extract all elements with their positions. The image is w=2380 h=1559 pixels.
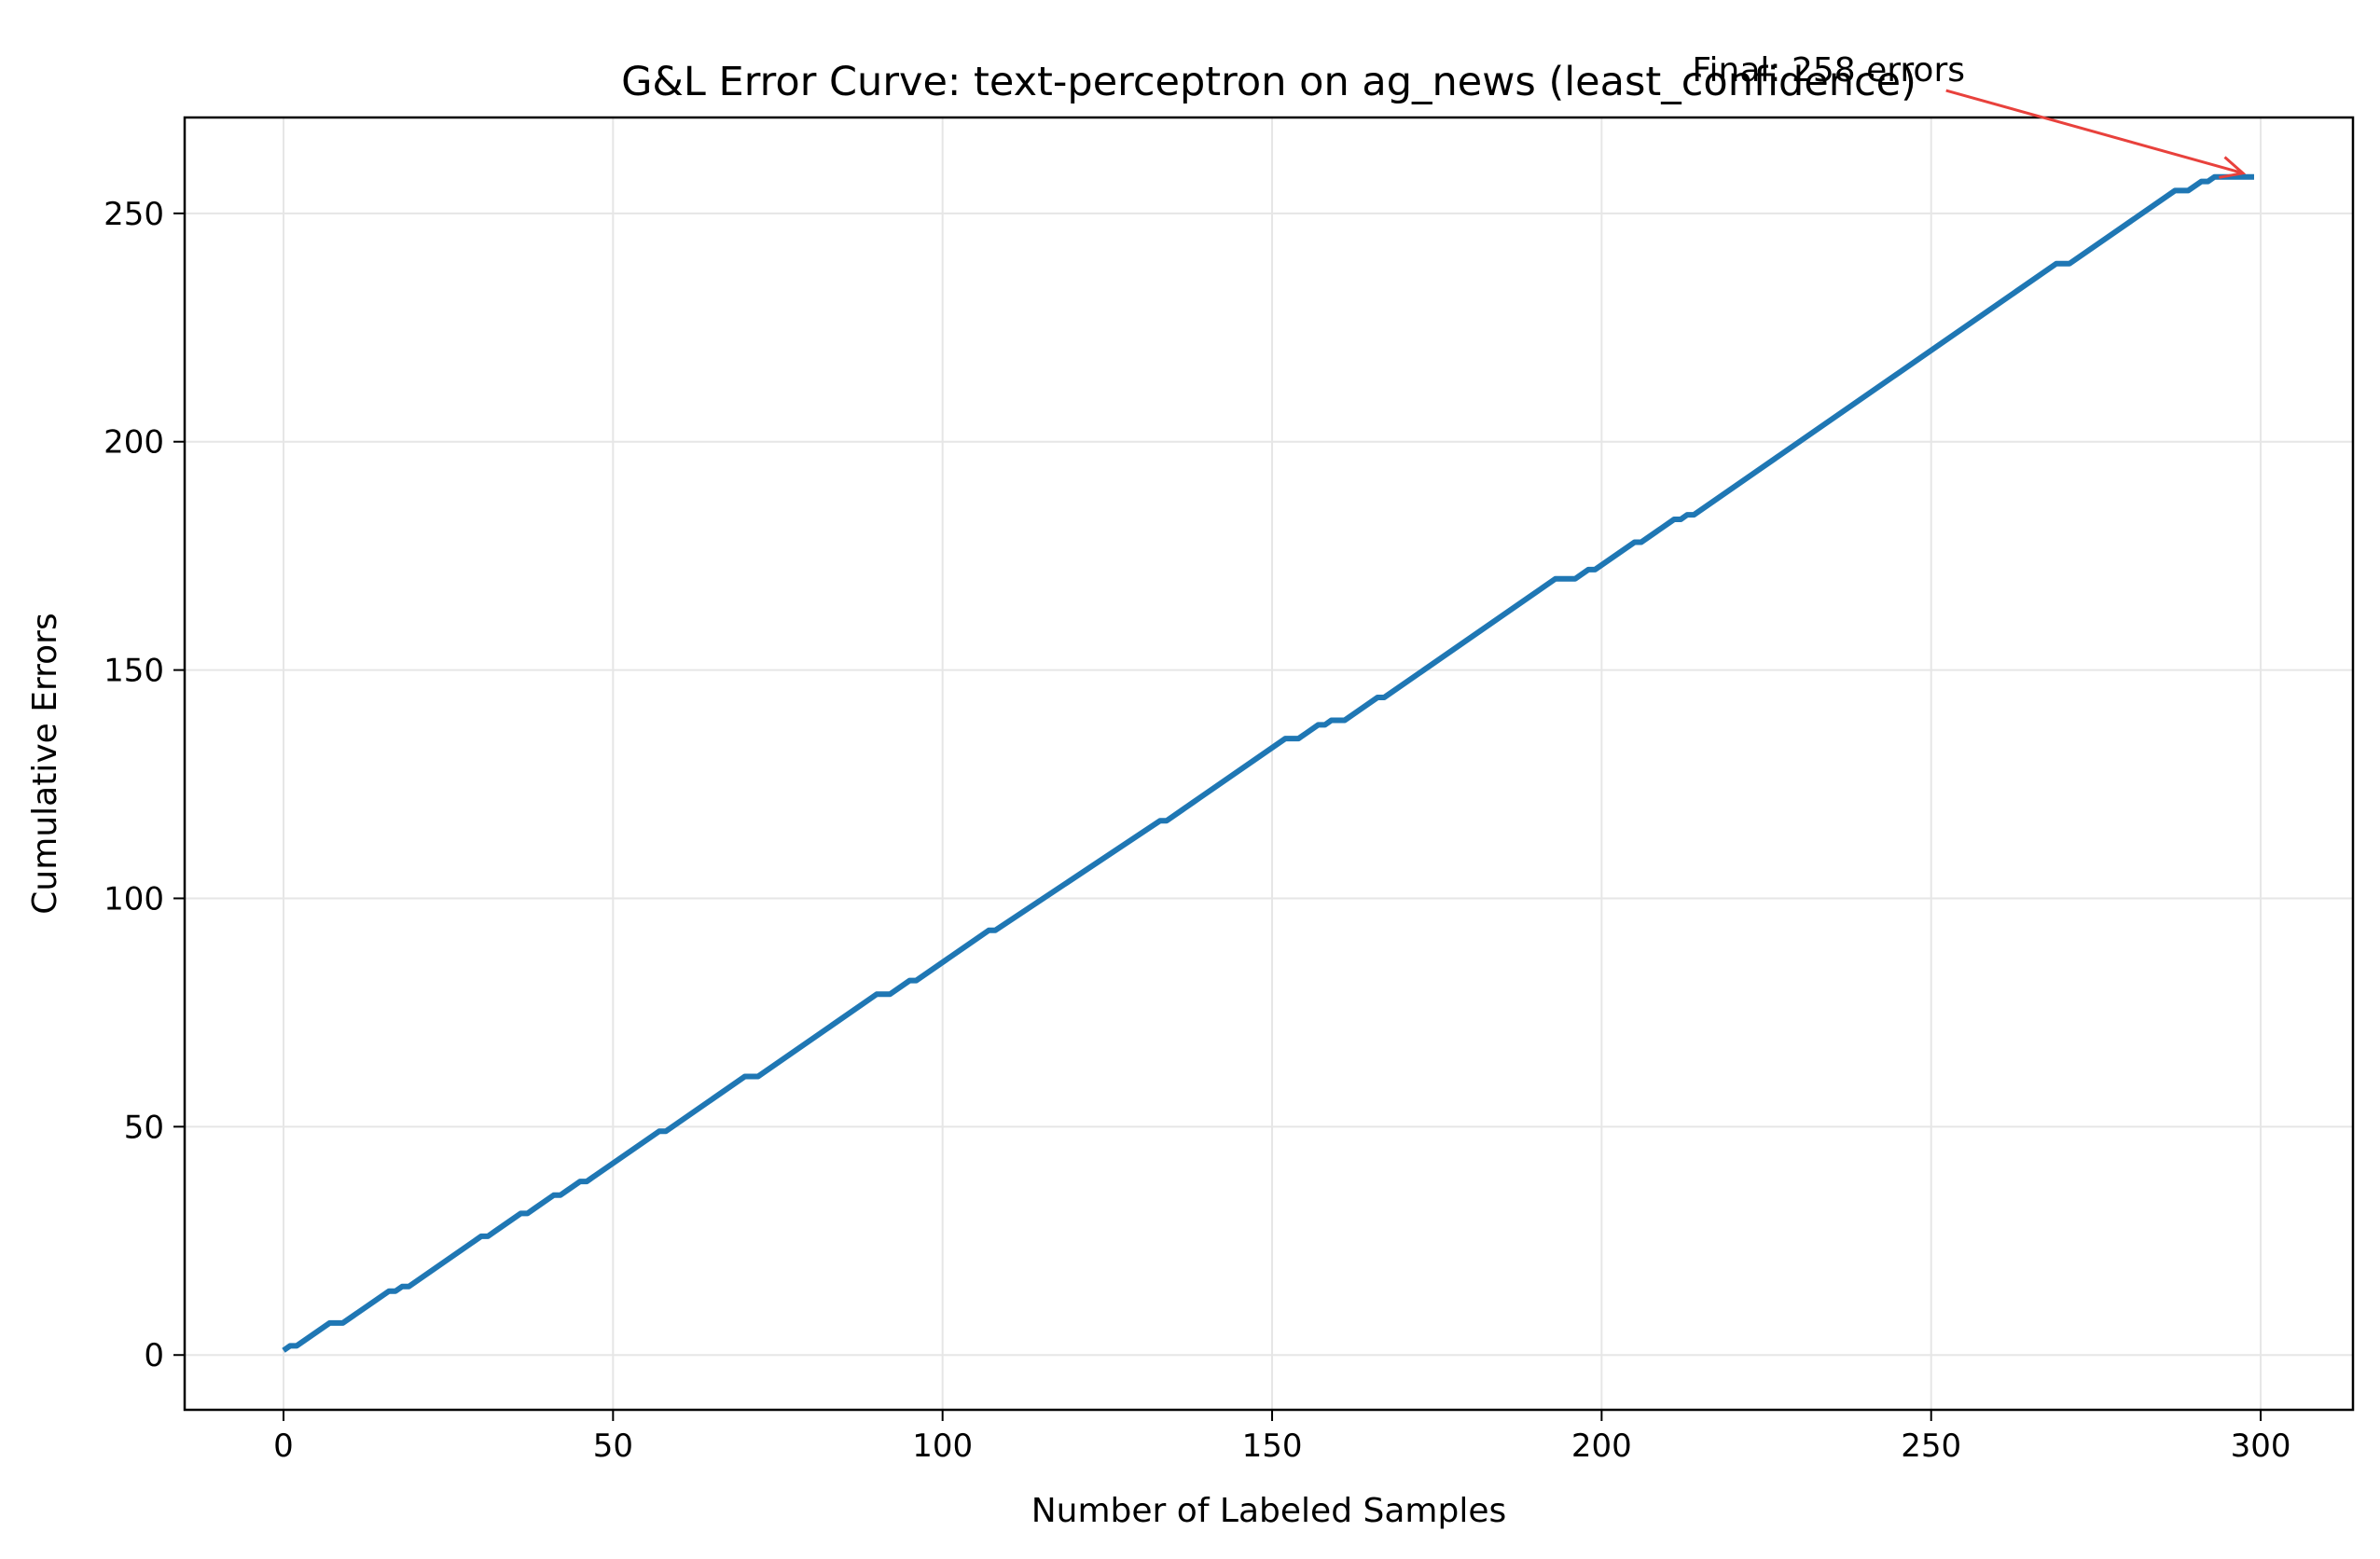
y-tick-label: 150 (104, 653, 164, 690)
annotation-arrow-head (2219, 156, 2247, 179)
y-tick-label: 200 (104, 424, 164, 462)
x-tick-label: 100 (912, 1428, 973, 1465)
x-tick-label: 0 (273, 1428, 294, 1465)
y-tick-label: 50 (124, 1109, 164, 1146)
y-tick-label: 100 (104, 880, 164, 917)
annotation-text: Final: 258 errors (1692, 51, 1965, 90)
y-axis-label: Cumulative Errors (26, 613, 64, 914)
x-axis-label: Number of Labeled Samples (1031, 1492, 1507, 1530)
x-tick-label: 150 (1242, 1428, 1303, 1465)
x-tick-label: 200 (1571, 1428, 1632, 1465)
cumulative-errors-line (282, 173, 2254, 1353)
annotation-layer (1945, 89, 2247, 179)
x-tick-label: 50 (593, 1428, 633, 1465)
x-tick-label: 300 (2231, 1428, 2291, 1465)
plot-frame (183, 116, 2355, 1412)
y-tick-label: 0 (144, 1337, 164, 1374)
grid-lines (185, 117, 2353, 1410)
x-tick-label: 250 (1901, 1428, 1961, 1465)
annotation-arrow-shaft (1945, 89, 2244, 175)
series-layer (282, 173, 2254, 1353)
y-tick-label: 250 (104, 196, 164, 233)
chart-title: G&L Error Curve: text-perceptron on ag_n… (621, 59, 1916, 105)
axis-ticks: 0 50 100 150 200 250 300 0 50 100 150 200 250 (104, 196, 2290, 1465)
